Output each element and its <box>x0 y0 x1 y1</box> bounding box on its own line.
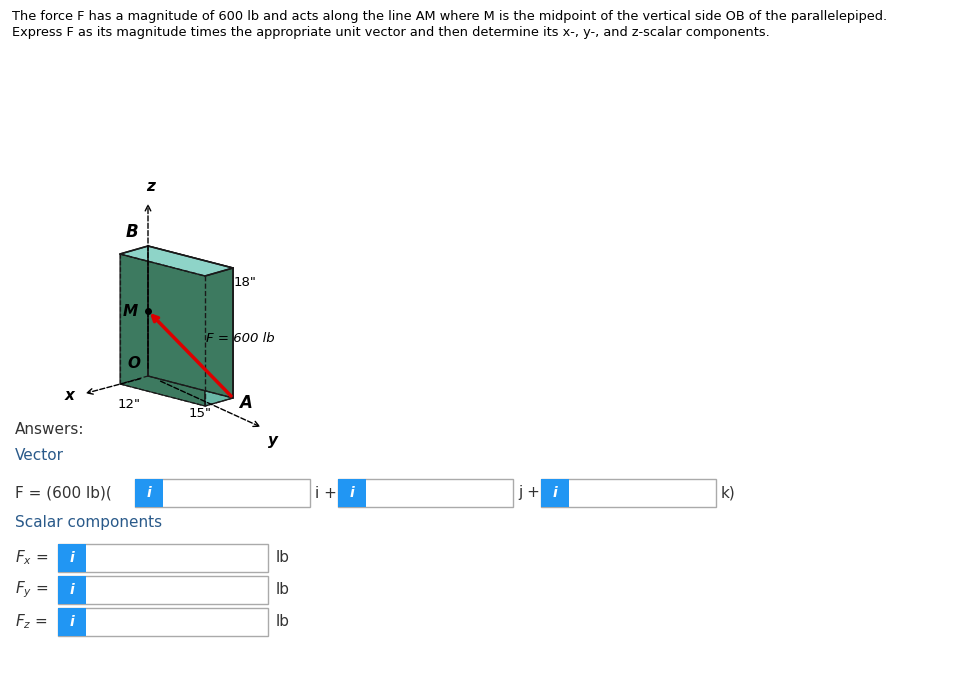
Text: F = 600 lb: F = 600 lb <box>205 332 275 345</box>
Text: O: O <box>127 356 140 371</box>
Text: z: z <box>147 179 156 194</box>
Text: The force F has a magnitude of 600 lb and acts along the line AM where M is the : The force F has a magnitude of 600 lb an… <box>12 10 887 23</box>
FancyBboxPatch shape <box>58 608 86 636</box>
Text: 12": 12" <box>117 398 140 411</box>
FancyBboxPatch shape <box>338 479 366 507</box>
Text: $F_y$ =: $F_y$ = <box>15 580 49 600</box>
FancyBboxPatch shape <box>58 608 268 636</box>
Text: i: i <box>70 551 74 565</box>
FancyBboxPatch shape <box>541 479 716 507</box>
Text: 18": 18" <box>234 276 257 288</box>
Text: x: x <box>65 389 75 403</box>
FancyBboxPatch shape <box>58 576 268 604</box>
Text: j +: j + <box>518 486 540 500</box>
Text: lb: lb <box>276 614 290 630</box>
Text: lb: lb <box>276 583 290 597</box>
Text: F = (600 lb)(: F = (600 lb)( <box>15 486 111 500</box>
Polygon shape <box>148 246 233 398</box>
Text: i: i <box>70 583 74 597</box>
Text: $F_z$ =: $F_z$ = <box>15 613 48 632</box>
Text: i: i <box>147 486 152 500</box>
Text: B: B <box>126 223 138 241</box>
FancyBboxPatch shape <box>58 544 268 572</box>
FancyBboxPatch shape <box>58 544 86 572</box>
FancyBboxPatch shape <box>135 479 163 507</box>
Polygon shape <box>205 268 233 406</box>
Text: Express F as its magnitude times the appropriate unit vector and then determine : Express F as its magnitude times the app… <box>12 26 770 39</box>
Polygon shape <box>120 246 233 276</box>
Text: y: y <box>268 433 278 448</box>
Text: i: i <box>349 486 354 500</box>
Text: i +: i + <box>315 486 337 500</box>
Text: i: i <box>553 486 558 500</box>
Text: $F_x$ =: $F_x$ = <box>15 549 49 567</box>
Text: M: M <box>123 304 138 318</box>
Text: 15": 15" <box>189 407 212 420</box>
FancyBboxPatch shape <box>135 479 310 507</box>
Text: A: A <box>239 394 252 412</box>
FancyBboxPatch shape <box>58 576 86 604</box>
Text: Scalar components: Scalar components <box>15 516 162 530</box>
FancyBboxPatch shape <box>541 479 569 507</box>
FancyBboxPatch shape <box>338 479 513 507</box>
Polygon shape <box>120 254 205 406</box>
Text: lb: lb <box>276 551 290 565</box>
Text: Vector: Vector <box>15 449 64 463</box>
Text: Answers:: Answers: <box>15 422 84 438</box>
Text: k): k) <box>721 486 735 500</box>
Text: i: i <box>70 615 74 629</box>
